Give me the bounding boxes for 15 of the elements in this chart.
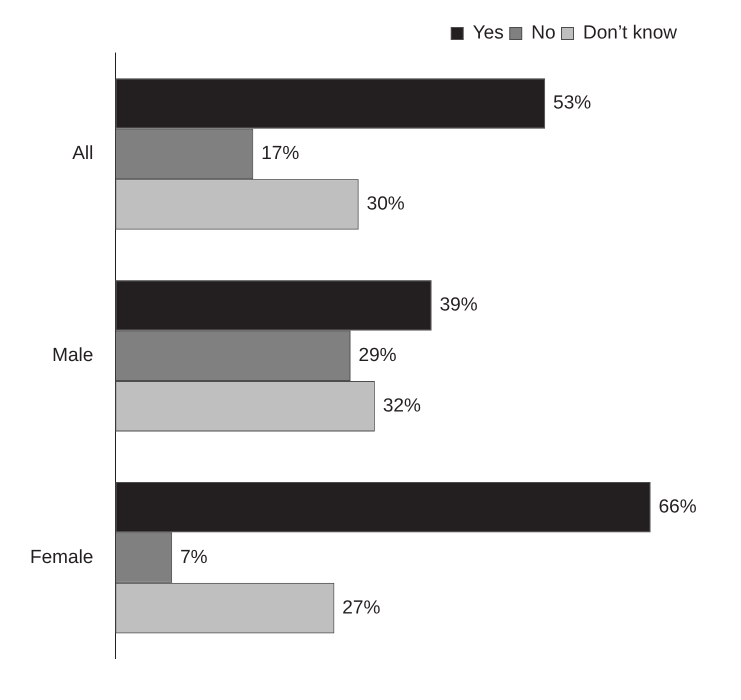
y-tick-label: Male [52,345,94,366]
data-label: 66% [658,496,697,518]
legend-label: Don’t know [583,22,678,44]
legend-label: No [531,22,556,44]
data-label: 39% [440,294,478,316]
data-label: 7% [180,546,208,568]
legend-label: Yes [472,22,504,44]
data-label: 32% [382,396,421,416]
data-label: 53% [553,92,592,114]
y-tick-label: Female [30,546,94,568]
data-label: 29% [358,345,397,366]
data-label: 17% [261,143,300,164]
data-label: 27% [342,597,380,618]
y-tick-label: All [72,143,94,164]
data-label: 30% [366,194,405,215]
